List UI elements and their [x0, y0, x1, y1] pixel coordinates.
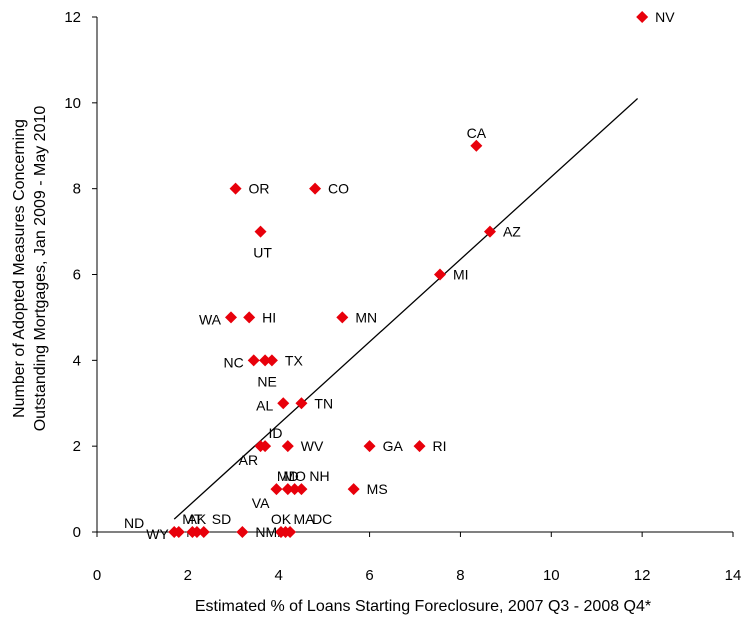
point-label-ar: AR [239, 452, 258, 468]
point-label-sd: SD [212, 511, 231, 527]
data-point-al [277, 397, 290, 410]
y-tick-label: 0 [73, 524, 81, 541]
x-tick-label: 8 [456, 567, 464, 584]
point-label-nc: NC [223, 354, 243, 370]
data-point-wv [281, 440, 294, 453]
point-label-wy: WY [146, 526, 169, 542]
point-label-ms: MS [367, 481, 388, 497]
point-label-va: VA [252, 495, 270, 511]
data-point-mo [288, 483, 301, 496]
point-label-md: MD [277, 468, 299, 484]
data-point-va [270, 483, 283, 496]
point-label-ak: AK [188, 511, 207, 527]
x-axis-ticks: 0 2 4 6 8 10 12 14 [93, 532, 742, 584]
point-label-nd: ND [124, 515, 144, 531]
point-label-nv: NV [655, 9, 675, 25]
y-axis-title-line-2: Outstanding Mortgages, Jan 2009 - May 20… [32, 106, 49, 432]
y-tick-label: 10 [64, 95, 81, 112]
y-axis-ticks: 0 2 4 6 8 10 12 [64, 9, 97, 541]
data-point-md [281, 483, 294, 496]
point-label-mt: MT [182, 511, 203, 527]
data-point-wy [172, 526, 185, 538]
point-label-ga: GA [383, 438, 404, 454]
point-label-id: ID [269, 425, 283, 441]
data-point-dc [284, 526, 297, 538]
point-label-ne: NE [257, 373, 276, 389]
data-point-ut [254, 225, 267, 238]
point-label-nh: NH [309, 468, 329, 484]
data-point-co [309, 182, 322, 195]
x-tick-label: 10 [543, 567, 560, 584]
point-label-ut: UT [253, 245, 272, 261]
y-tick-label: 2 [73, 438, 81, 455]
point-labels: NV CA AZ MI OR CO UT WA HI MN NC NE TX AL TN ID AR WV GA RI… [124, 9, 675, 542]
trendline [173, 98, 639, 520]
data-point-ar [259, 440, 272, 453]
data-point-mi [433, 268, 446, 281]
data-point-hi [243, 311, 256, 324]
point-label-wa: WA [199, 311, 222, 327]
data-point-nv [636, 11, 649, 23]
data-point-az [483, 225, 496, 238]
data-point-tx [265, 354, 278, 367]
data-point-ca [470, 139, 483, 152]
point-label-or: OR [249, 181, 270, 197]
data-point-nh [295, 483, 308, 496]
point-label-hi: HI [262, 309, 276, 325]
point-label-wv: WV [301, 438, 324, 454]
data-point-mn [336, 311, 349, 324]
data-point-wa [225, 311, 238, 324]
point-label-ok: OK [271, 511, 292, 527]
point-label-mo: MO [283, 468, 306, 484]
y-tick-label: 8 [73, 181, 81, 198]
x-tick-label: 2 [184, 567, 192, 584]
y-tick-label: 12 [64, 9, 81, 26]
data-point-sd [197, 526, 210, 538]
point-label-mn: MN [355, 309, 377, 325]
x-axis-title: Estimated % of Loans Starting Foreclosur… [195, 598, 651, 615]
data-point-ga [363, 440, 376, 453]
data-points [168, 11, 649, 538]
y-tick-label: 4 [73, 352, 81, 369]
point-label-nm: NM [255, 524, 277, 540]
point-label-co: CO [328, 181, 349, 197]
data-point-tn [295, 397, 308, 410]
x-tick-label: 6 [365, 567, 373, 584]
x-tick-label: 4 [275, 567, 283, 584]
point-label-al: AL [256, 397, 273, 413]
data-point-or [229, 182, 242, 195]
data-point-ak [190, 526, 203, 538]
x-tick-label: 12 [634, 567, 651, 584]
point-label-az: AZ [503, 224, 521, 240]
x-tick-label: 14 [725, 567, 742, 584]
data-point-nm [236, 526, 249, 538]
y-tick-label: 6 [73, 267, 81, 284]
point-label-tn: TN [314, 395, 333, 411]
point-label-ma: MA [294, 511, 316, 527]
point-label-ca: CA [467, 125, 487, 141]
y-axis-title-line-1: Number of Adopted Measures Concerning [11, 119, 28, 418]
data-point-nc [247, 354, 260, 367]
point-label-tx: TX [285, 352, 304, 368]
data-point-ne [259, 354, 272, 367]
data-point-ri [413, 440, 426, 453]
point-label-mi: MI [453, 267, 469, 283]
point-label-ri: RI [433, 438, 447, 454]
data-point-ms [347, 483, 360, 496]
x-tick-label: 0 [93, 567, 101, 584]
point-label-dc: DC [312, 511, 332, 527]
